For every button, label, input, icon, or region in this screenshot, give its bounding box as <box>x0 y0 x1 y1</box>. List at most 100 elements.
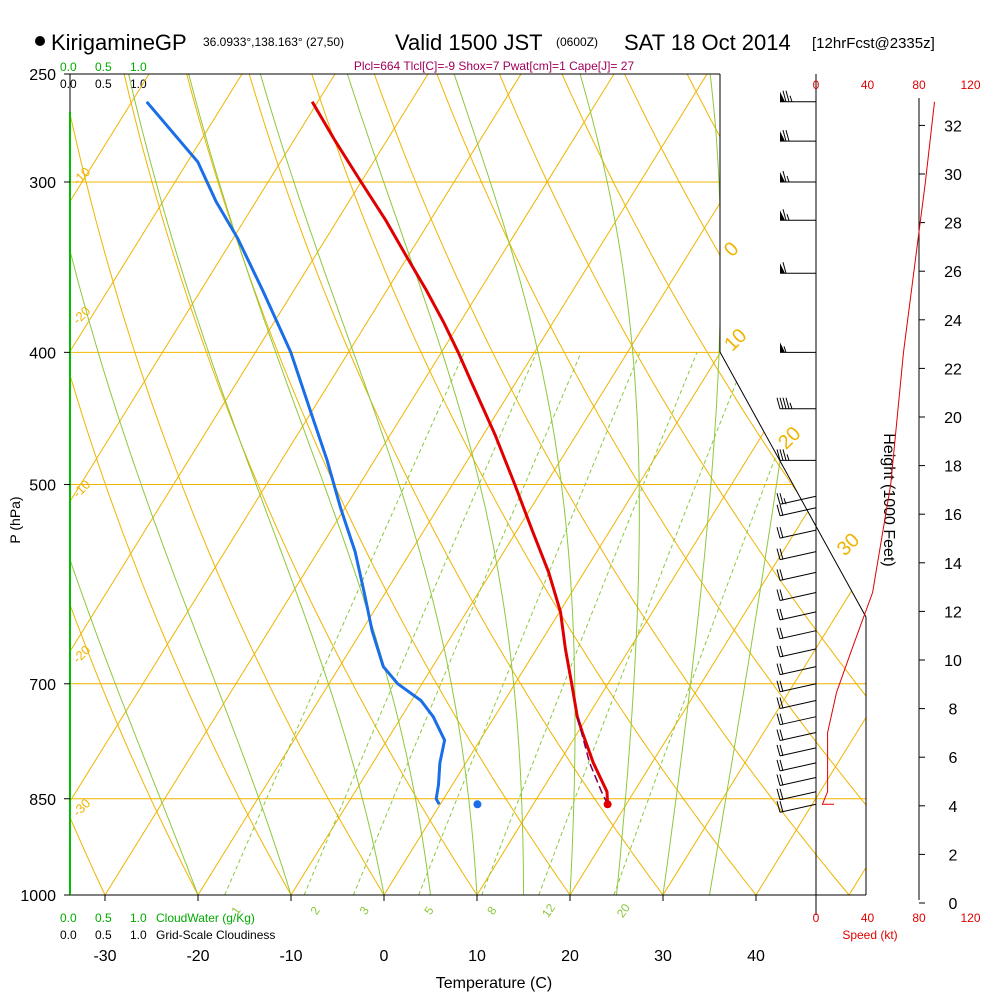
barb-shaft <box>779 699 817 709</box>
wind-barb <box>776 788 817 801</box>
barb-feather <box>779 627 784 639</box>
wind-barb <box>776 680 817 693</box>
wind-barb <box>776 449 816 461</box>
cloudwater-bottom-tick: 1.0 <box>130 911 147 925</box>
wind-barb <box>776 608 817 621</box>
x-tick-label: 0 <box>380 948 389 965</box>
barb-feather <box>782 262 787 274</box>
barb-feather <box>779 526 784 539</box>
moist-adiabat-line <box>453 74 576 895</box>
wind-barb <box>776 493 817 505</box>
cloudwater-bottom-scale: 0.0 0.5 1.0 CloudWater (g/Kg) <box>60 911 255 925</box>
moist-adiabat-line <box>128 74 385 895</box>
sounding-traces <box>145 100 612 809</box>
x-tick-label: 10 <box>468 948 486 965</box>
barb-shaft <box>779 529 817 539</box>
barb-shaft <box>779 591 817 601</box>
dry-adiabat-line <box>811 74 866 895</box>
y-tick-label: 300 <box>29 175 56 192</box>
barb-feather <box>776 397 781 409</box>
mixing-ratio-line <box>352 352 582 895</box>
dry-adiabat-line <box>373 74 850 895</box>
barb-shaft <box>779 776 817 786</box>
speed-tick-label-bottom: 0 <box>813 911 820 925</box>
x-tick-label: 30 <box>654 948 672 965</box>
barb-feather <box>776 713 781 725</box>
barb-feather <box>776 801 781 813</box>
barb-feather <box>776 548 781 560</box>
barb-feather <box>776 569 781 581</box>
barb-feather <box>779 801 784 813</box>
barb-feather <box>776 526 781 539</box>
height-tick-label: 26 <box>944 264 962 281</box>
barb-feather <box>779 729 784 741</box>
wind-barb <box>780 342 816 353</box>
barb-feather <box>776 449 781 461</box>
barb-feather <box>779 697 784 709</box>
barb-half-feather <box>789 402 793 409</box>
barb-feather <box>779 608 784 621</box>
barb-feather <box>776 774 781 786</box>
isotherm-line <box>104 74 615 895</box>
isotherm-line <box>290 74 801 895</box>
mixing-ratio-line <box>303 352 537 895</box>
valid-time: Valid 1500 JST <box>395 30 543 55</box>
barb-feather <box>779 713 784 725</box>
isotherm-line <box>942 74 1000 895</box>
cloudiness-bottom-tick: 0.5 <box>95 928 112 942</box>
barb-shaft <box>779 762 817 772</box>
station-dot-icon <box>35 36 45 46</box>
dry-adiabat-line <box>436 74 866 895</box>
isotherm-line <box>70 74 243 895</box>
height-tick-label: 8 <box>949 702 958 719</box>
surface-dewpoint-marker <box>473 800 482 809</box>
mixing-ratio-label: 2 <box>307 904 322 918</box>
height-tick-label: 2 <box>949 847 958 864</box>
height-tick-label: 24 <box>944 313 962 330</box>
wind-barb <box>780 262 816 274</box>
barb-half-feather <box>786 454 790 461</box>
height-tick-label: 0 <box>949 896 958 913</box>
wind-barb <box>776 729 817 741</box>
barb-shaft <box>779 571 817 581</box>
barb-feather <box>776 788 781 800</box>
barb-shaft <box>779 747 817 757</box>
mixing-ratio-lines <box>224 352 817 895</box>
frame-diagonal <box>719 351 867 618</box>
barb-feather <box>779 774 784 786</box>
height-tick-label: 6 <box>949 750 958 767</box>
dry-adiabat-line <box>561 74 866 895</box>
barb-shaft <box>779 731 817 741</box>
height-tick-label: 18 <box>944 459 962 476</box>
isotherm-label: 0 <box>720 238 743 261</box>
barb-feather <box>779 589 784 601</box>
barb-feather <box>776 759 781 771</box>
barb-pennant <box>780 210 785 221</box>
mixing-ratio-label: 20 <box>614 901 633 920</box>
isotherm-label: 10 <box>720 325 751 356</box>
barb-feather <box>779 569 784 581</box>
valid-zulu: (0600Z) <box>556 35 598 49</box>
mixing-ratio-label: 8 <box>484 904 499 918</box>
barb-feather <box>785 129 790 142</box>
wind-barb <box>776 627 817 640</box>
height-tick-label: 10 <box>944 653 962 670</box>
cloudiness-bottom-scale: 0.0 0.5 1.0 Grid-Scale Cloudiness <box>60 928 275 942</box>
speed-tick-label-top: 40 <box>861 78 875 92</box>
mixing-ratio-line <box>538 352 749 895</box>
y-tick-label: 500 <box>29 478 56 495</box>
barb-half-feather <box>783 346 787 353</box>
mixing-ratio-line <box>613 352 817 895</box>
wind-barb <box>780 209 816 221</box>
wind-barb <box>776 801 817 813</box>
barb-feather <box>785 397 790 409</box>
cloudiness-top-scale: 0.0 0.5 1.0 <box>60 77 147 91</box>
barb-feather <box>776 729 781 741</box>
wind-barb <box>776 744 817 757</box>
mixing-ratio-line <box>418 352 641 895</box>
barb-feather <box>785 90 790 102</box>
station-coords: 36.0933°,138.163° (27,50) <box>203 35 344 49</box>
cloudwater-top-tick: 0.0 <box>60 60 77 74</box>
barb-feather <box>779 397 784 409</box>
